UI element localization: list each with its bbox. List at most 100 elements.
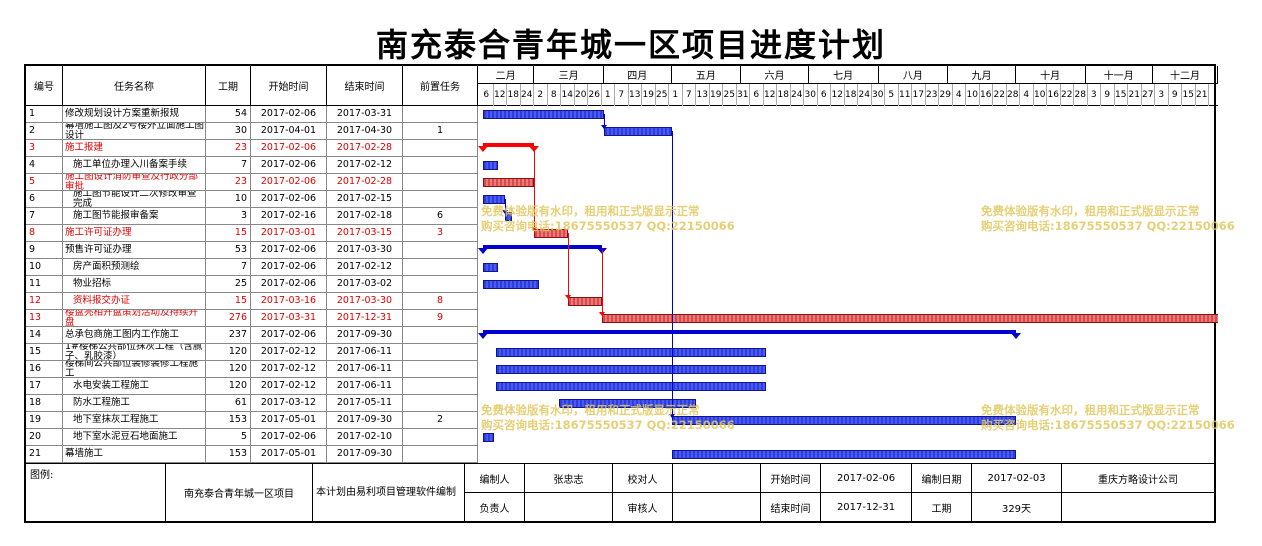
task-end: 2017-06-11: [327, 344, 403, 361]
task-duration: 276: [206, 310, 251, 327]
table-row[interactable]: 4 施工单位办理入川备案手续 7 2017-02-06 2017-02-12: [26, 157, 478, 174]
task-name: 幕墙施工: [63, 446, 206, 463]
footer-reviewer: [673, 493, 761, 522]
task-bar[interactable]: [482, 280, 539, 289]
table-row[interactable]: 12 资料报交办证 15 2017-03-16 2017-03-30 8: [26, 293, 478, 310]
day-tick: 28: [1007, 84, 1020, 106]
table-row[interactable]: 6 施工图节能设计二次修改审查完成 10 2017-02-06 2017-02-15: [26, 191, 478, 208]
task-bar[interactable]: [496, 365, 766, 374]
task-bar[interactable]: [534, 229, 568, 238]
task-id: 1: [26, 106, 63, 123]
header-end: 结束时间: [327, 66, 403, 106]
task-id: 13: [26, 310, 63, 327]
day-tick: 9: [1101, 84, 1115, 106]
task-bar[interactable]: [604, 127, 672, 136]
table-row[interactable]: 8 施工许可证办理 15 2017-03-01 2017-03-15 3: [26, 225, 478, 242]
day-tick: 12: [494, 84, 507, 106]
task-pred: [403, 327, 478, 344]
summary-bar-end-icon: [478, 146, 488, 152]
day-tick: 6: [480, 84, 494, 106]
table-row[interactable]: 21 幕墙施工 153 2017-05-01 2017-09-30: [26, 446, 478, 463]
task-name: 施工图节能报审备案: [63, 208, 206, 225]
month-label: 十月: [1015, 66, 1086, 84]
day-tick: 31: [737, 84, 750, 106]
task-bar[interactable]: [671, 416, 1016, 425]
task-duration: 61: [206, 395, 251, 412]
table-row[interactable]: 15 1#楼梯公共部位抹灰工程（含腻子、乳胶漆） 120 2017-02-12 2017…: [26, 344, 478, 361]
table-row[interactable]: 5 施工图设计消防审查及行政分部审批 23 2017-02-06 2017-02-28: [26, 174, 478, 191]
footer-made-by: 本计划由易利项目管理软件编制: [313, 464, 465, 522]
table-row[interactable]: 18 防水工程施工 61 2017-03-12 2017-05-11: [26, 395, 478, 412]
task-end: 2017-03-30: [327, 242, 403, 259]
day-tick: 10: [966, 84, 980, 106]
table-row[interactable]: 16 楼梯间公共部位装修装修工程施工 120 2017-02-12 2017-06-11: [26, 361, 478, 378]
summary-bar-end-icon: [1010, 333, 1021, 339]
month-label: 八月: [878, 66, 949, 84]
table-row[interactable]: 14 总承包商施工图内工作施工 237 2017-02-06 2017-09-30: [26, 327, 478, 344]
day-tick: 19: [710, 84, 723, 106]
month-label: 四月: [604, 66, 672, 84]
day-tick: 22: [993, 84, 1007, 106]
task-bar[interactable]: [505, 212, 512, 221]
task-name: 资料报交办证: [63, 293, 206, 310]
task-bar[interactable]: [496, 348, 766, 357]
header-id: 编号: [26, 66, 63, 106]
day-tick: 12: [831, 84, 845, 106]
task-bar[interactable]: [482, 263, 499, 272]
footer-project: 南充泰合青年城一区项目: [166, 464, 313, 522]
header-pred: 前置任务: [403, 66, 478, 106]
task-end: 2017-02-28: [327, 174, 403, 191]
task-bar[interactable]: [671, 450, 1016, 459]
task-bar[interactable]: [559, 399, 697, 408]
table-row[interactable]: 11 物业招标 25 2017-02-06 2017-03-02: [26, 276, 478, 293]
task-end: 2017-12-31: [327, 310, 403, 327]
task-id: 2: [26, 123, 63, 140]
task-bar[interactable]: [601, 314, 1218, 323]
task-name: 防水工程施工: [63, 395, 206, 412]
task-bar[interactable]: [482, 161, 499, 170]
header-duration: 工期: [206, 66, 251, 106]
month-label: 十一月: [1085, 66, 1153, 84]
table-row[interactable]: 17 水电安装工程施工 120 2017-02-12 2017-06-11: [26, 378, 478, 395]
summary-bar[interactable]: [482, 143, 535, 147]
footer-owner: [525, 493, 613, 522]
summary-bar[interactable]: [482, 245, 602, 249]
task-start: 2017-04-01: [251, 123, 327, 140]
task-id: 5: [26, 174, 63, 191]
task-duration: 120: [206, 361, 251, 378]
task-id: 8: [26, 225, 63, 242]
summary-bar[interactable]: [482, 330, 1016, 334]
table-row[interactable]: 10 房产面积预测绘 7 2017-02-06 2017-02-12: [26, 259, 478, 276]
task-name: 预售许可证办理: [63, 242, 206, 259]
table-row[interactable]: 1 修改规划设计方案重新报规 54 2017-02-06 2017-03-31: [26, 106, 478, 123]
watermark-line: 免费体验版有水印，租用和正式版显示正常: [981, 204, 1200, 218]
task-bar[interactable]: [568, 297, 602, 306]
task-bar[interactable]: [482, 178, 535, 187]
dependency-link: [601, 250, 603, 318]
task-bar[interactable]: [482, 433, 494, 442]
task-start: 2017-03-16: [251, 293, 327, 310]
task-bar[interactable]: [482, 110, 604, 119]
task-id: 6: [26, 191, 63, 208]
task-start: 2017-02-12: [251, 378, 327, 395]
task-name: 楼盘亮相开盘策划活动及持续开盘: [63, 310, 206, 327]
table-row[interactable]: 3 施工报建 23 2017-02-06 2017-02-28: [26, 140, 478, 157]
table-row[interactable]: 20 地下室水泥豆石地面施工 5 2017-02-06 2017-02-10: [26, 429, 478, 446]
table-row[interactable]: 9 预售许可证办理 53 2017-02-06 2017-03-30: [26, 242, 478, 259]
task-name: 施工图节能设计二次修改审查完成: [63, 191, 206, 208]
table-row[interactable]: 13 楼盘亮相开盘策划活动及持续开盘 276 2017-03-31 2017-12-31…: [26, 310, 478, 327]
task-bar[interactable]: [496, 382, 766, 391]
task-pred: [403, 276, 478, 293]
task-name: 施工许可证办理: [63, 225, 206, 242]
task-id: 10: [26, 259, 63, 276]
task-bar[interactable]: [482, 195, 505, 204]
task-id: 3: [26, 140, 63, 157]
task-duration: 7: [206, 259, 251, 276]
legend-label: 图例:: [26, 464, 166, 522]
day-tick: 30: [872, 84, 885, 106]
task-id: 15: [26, 344, 63, 361]
table-row[interactable]: 2 幕墙施工图及2号楼外立面施工图设计 30 2017-04-01 2017-04-30…: [26, 123, 478, 140]
table-row[interactable]: 7 施工图节能报审备案 3 2017-02-16 2017-02-18 6: [26, 208, 478, 225]
task-name: 幕墙施工图及2号楼外立面施工图设计: [63, 123, 206, 140]
table-row[interactable]: 19 地下室抹灰工程施工 153 2017-05-01 2017-09-30 2: [26, 412, 478, 429]
